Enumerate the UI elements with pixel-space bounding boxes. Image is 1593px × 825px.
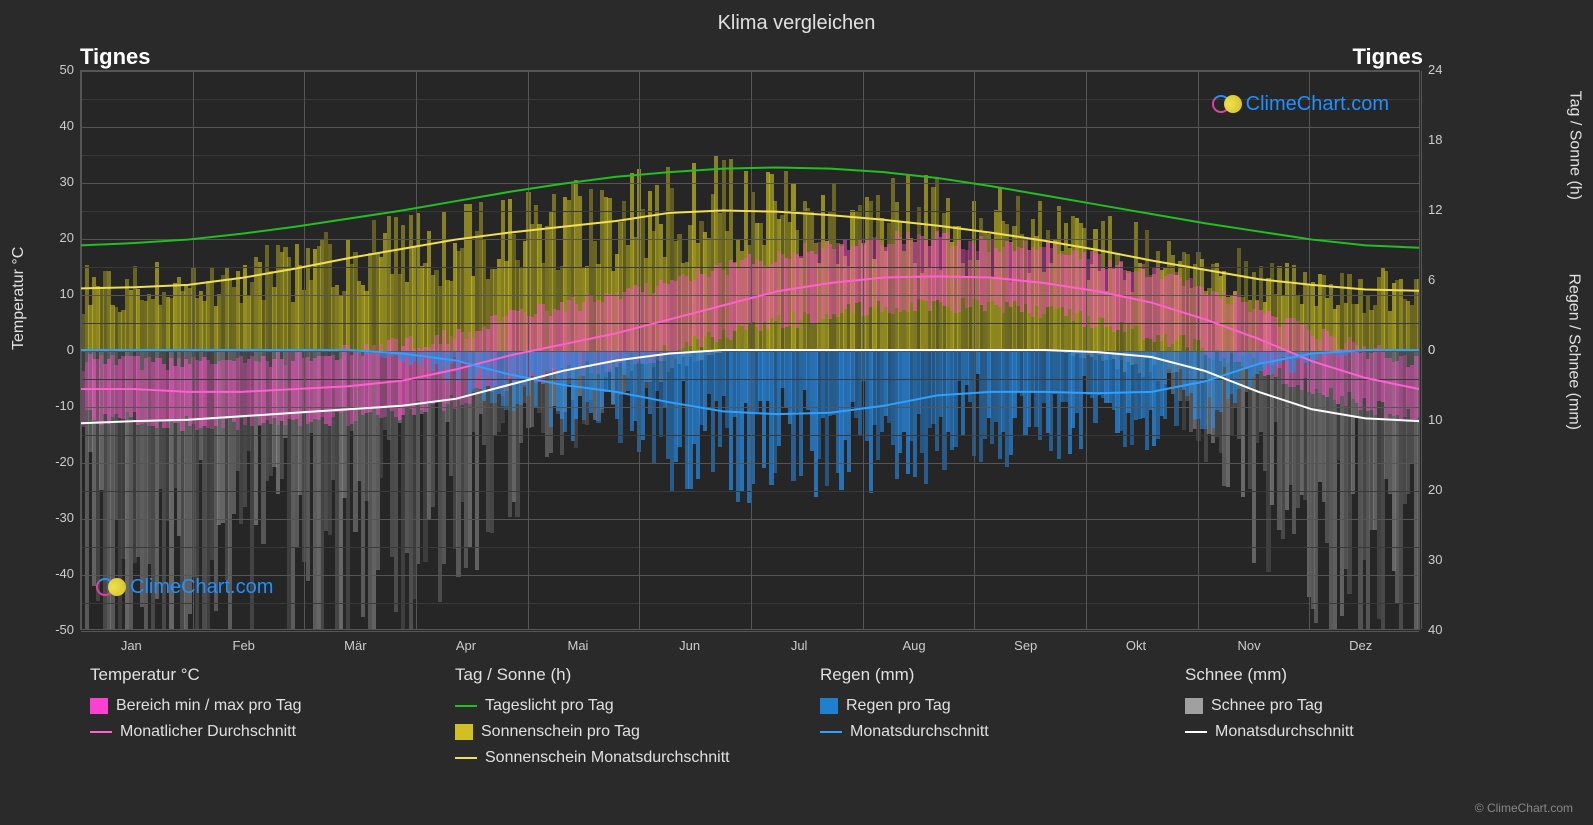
y-axis-label-right-bottom: Regen / Schnee (mm) xyxy=(1565,273,1583,430)
y-tick-left: -40 xyxy=(55,566,74,581)
legend-item-label: Schnee pro Tag xyxy=(1211,697,1323,715)
brand-text: ClimeChart.com xyxy=(1246,93,1389,116)
brand-icon xyxy=(1212,95,1240,115)
legend-swatch-line xyxy=(1185,731,1207,733)
y-tick-right-precip: 20 xyxy=(1428,482,1442,497)
legend-item: Bereich min / max pro Tag xyxy=(90,697,415,715)
legend-item: Monatsdurchschnitt xyxy=(820,723,1145,741)
legend-group-title: Regen (mm) xyxy=(820,665,1145,685)
y-axis-label-right-top: Tag / Sonne (h) xyxy=(1565,91,1583,200)
y-tick-left: -10 xyxy=(55,398,74,413)
x-tick-month: Jan xyxy=(121,638,142,653)
legend-item: Regen pro Tag xyxy=(820,697,1145,715)
legend-group-title: Schnee (mm) xyxy=(1185,665,1510,685)
y-tick-right-hours: 18 xyxy=(1428,132,1442,147)
legend-item-label: Sonnenschein Monatsdurchschnitt xyxy=(485,749,730,767)
legend-item-label: Monatlicher Durchschnitt xyxy=(120,723,296,741)
legend-group: Regen (mm) Regen pro Tag Monatsdurchschnit… xyxy=(820,665,1145,775)
y-tick-left: -20 xyxy=(55,454,74,469)
y-tick-right-precip: 30 xyxy=(1428,552,1442,567)
legend-item-label: Monatsdurchschnitt xyxy=(1215,723,1354,741)
legend-item-label: Monatsdurchschnitt xyxy=(850,723,989,741)
y-tick-left: 20 xyxy=(60,230,74,245)
x-tick-month: Sep xyxy=(1014,638,1037,653)
x-tick-month: Apr xyxy=(456,638,476,653)
location-label-right: Tignes xyxy=(1352,44,1423,70)
legend-item: Sonnenschein Monatsdurchschnitt xyxy=(455,749,780,767)
x-tick-month: Jun xyxy=(679,638,700,653)
legend-swatch-bar xyxy=(90,698,108,714)
legend-item-label: Bereich min / max pro Tag xyxy=(116,697,302,715)
legend-swatch-line xyxy=(820,731,842,733)
legend-item: Monatsdurchschnitt xyxy=(1185,723,1510,741)
legend: Temperatur °C Bereich min / max pro Tag Mo… xyxy=(90,665,1510,775)
y-tick-left: 0 xyxy=(67,342,74,357)
legend-group: Temperatur °C Bereich min / max pro Tag Mo… xyxy=(90,665,415,775)
plot-area: ClimeChart.com ClimeChart.com xyxy=(80,70,1420,630)
watermark-top: ClimeChart.com xyxy=(1212,93,1389,116)
y-tick-right-hours: 12 xyxy=(1428,202,1442,217)
legend-swatch-line xyxy=(90,731,112,733)
y-tick-left: -30 xyxy=(55,510,74,525)
watermark-bottom: ClimeChart.com xyxy=(96,576,273,599)
y-tick-right-precip: 10 xyxy=(1428,412,1442,427)
legend-item: Tageslicht pro Tag xyxy=(455,697,780,715)
legend-item-label: Regen pro Tag xyxy=(846,697,951,715)
legend-item: Sonnenschein pro Tag xyxy=(455,723,780,741)
legend-item-label: Sonnenschein pro Tag xyxy=(481,723,640,741)
legend-swatch-line xyxy=(455,705,477,707)
y-axis-label-left: Temperatur °C xyxy=(10,247,28,350)
legend-item: Schnee pro Tag xyxy=(1185,697,1510,715)
y-tick-right-hours: 6 xyxy=(1428,272,1435,287)
x-tick-month: Mär xyxy=(344,638,366,653)
x-tick-month: Feb xyxy=(233,638,255,653)
legend-group: Tag / Sonne (h) Tageslicht pro Tag Sonnens… xyxy=(455,665,780,775)
y-tick-left: 10 xyxy=(60,286,74,301)
copyright: © ClimeChart.com xyxy=(1475,801,1573,815)
legend-swatch-bar xyxy=(1185,698,1203,714)
y-tick-left: 50 xyxy=(60,62,74,77)
x-tick-month: Aug xyxy=(903,638,926,653)
y-tick-left: -50 xyxy=(55,622,74,637)
x-tick-month: Nov xyxy=(1238,638,1261,653)
legend-item-label: Tageslicht pro Tag xyxy=(485,697,614,715)
brand-text: ClimeChart.com xyxy=(130,576,273,599)
legend-group-title: Temperatur °C xyxy=(90,665,415,685)
legend-swatch-line xyxy=(455,757,477,759)
y-tick-right-precip: 0 xyxy=(1428,342,1435,357)
legend-group: Schnee (mm) Schnee pro Tag Monatsdurchschn… xyxy=(1185,665,1510,775)
y-tick-right-precip: 40 xyxy=(1428,622,1442,637)
x-tick-month: Okt xyxy=(1126,638,1146,653)
y-tick-right-hours: 24 xyxy=(1428,62,1442,77)
x-tick-month: Mai xyxy=(568,638,589,653)
x-tick-month: Dez xyxy=(1349,638,1372,653)
legend-swatch-bar xyxy=(820,698,838,714)
chart-title: Klima vergleichen xyxy=(0,0,1593,35)
x-tick-month: Jul xyxy=(791,638,808,653)
legend-group-title: Tag / Sonne (h) xyxy=(455,665,780,685)
legend-swatch-bar xyxy=(455,724,473,740)
y-tick-left: 40 xyxy=(60,118,74,133)
legend-item: Monatlicher Durchschnitt xyxy=(90,723,415,741)
brand-icon xyxy=(96,578,124,598)
location-label-left: Tignes xyxy=(80,44,151,70)
y-tick-left: 30 xyxy=(60,174,74,189)
